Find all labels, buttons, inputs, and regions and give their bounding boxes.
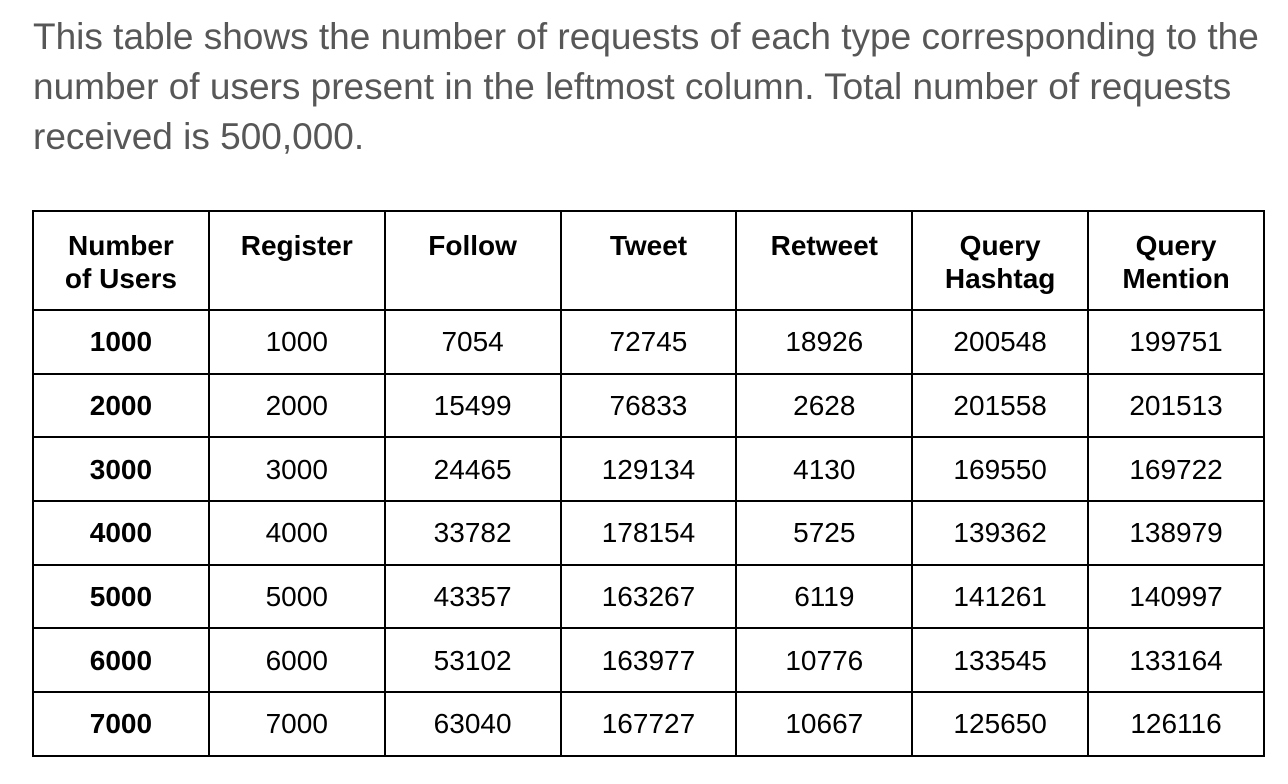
cell-query-hashtag: 139362 (911, 500, 1090, 566)
table-row: 6000 6000 53102 163977 10776 133545 1331… (32, 627, 1265, 694)
cell-query-hashtag: 169550 (911, 436, 1090, 503)
table-row: 4000 4000 33782 178154 5725 139362 13897… (32, 500, 1265, 566)
cell-follow: 53102 (383, 627, 562, 694)
table-row: 2000 2000 15499 76833 2628 201558 201513 (32, 372, 1265, 439)
col-header-register: Register (207, 210, 386, 311)
cell-query-hashtag: 125650 (911, 691, 1090, 757)
intro-paragraph: This table shows the number of requests … (33, 16, 1259, 157)
cell-register: 2000 (207, 372, 386, 439)
cell-tweet: 167727 (559, 691, 738, 757)
cell-follow: 15499 (383, 372, 562, 439)
cell-query-mention: 169722 (1087, 436, 1265, 503)
cell-follow: 24465 (383, 436, 562, 503)
header-line: Register (240, 230, 353, 261)
col-header-query-hashtag: Query Hashtag (911, 210, 1090, 311)
cell-tweet: 129134 (559, 436, 738, 503)
row-header-users: 5000 (32, 563, 210, 630)
cell-tweet: 72745 (559, 309, 738, 375)
cell-query-hashtag: 141261 (911, 563, 1090, 630)
header-line: Retweet (770, 230, 878, 261)
cell-retweet: 6119 (735, 563, 914, 630)
cell-register: 5000 (207, 563, 386, 630)
col-header-follow: Follow (383, 210, 562, 311)
header-line: of Users (64, 263, 177, 294)
cell-tweet: 163977 (559, 627, 738, 694)
col-header-number-of-users: Number of Users (32, 210, 210, 311)
cell-query-hashtag: 200548 (911, 309, 1090, 375)
cell-follow: 63040 (383, 691, 562, 757)
cell-retweet: 4130 (735, 436, 914, 503)
row-header-users: 3000 (32, 436, 210, 503)
cell-tweet: 76833 (559, 372, 738, 439)
row-header-users: 1000 (32, 309, 210, 375)
cell-query-mention: 126116 (1087, 691, 1265, 757)
cell-retweet: 10776 (735, 627, 914, 694)
row-header-users: 7000 (32, 691, 210, 757)
header-line: Number (68, 230, 174, 261)
cell-tweet: 163267 (559, 563, 738, 630)
cell-query-hashtag: 133545 (911, 627, 1090, 694)
cell-register: 1000 (207, 309, 386, 375)
table-header-row: Number of Users Register Follow Tweet Ret… (32, 210, 1265, 311)
row-header-users: 4000 (32, 500, 210, 566)
cell-tweet: 178154 (559, 500, 738, 566)
table-row: 3000 3000 24465 129134 4130 169550 16972… (32, 436, 1265, 503)
row-header-users: 2000 (32, 372, 210, 439)
cell-register: 4000 (207, 500, 386, 566)
cell-retweet: 2628 (735, 372, 914, 439)
col-header-query-mention: Query Mention (1087, 210, 1265, 311)
col-header-retweet: Retweet (735, 210, 914, 311)
header-line: Query (1135, 230, 1217, 261)
header-line: Tweet (609, 230, 688, 261)
row-header-users: 6000 (32, 627, 210, 694)
cell-query-mention: 138979 (1087, 500, 1265, 566)
cell-retweet: 5725 (735, 500, 914, 566)
header-line: Hashtag (944, 263, 1056, 294)
header-line: Query (959, 230, 1041, 261)
cell-query-mention: 201513 (1087, 372, 1265, 439)
cell-register: 7000 (207, 691, 386, 757)
cell-follow: 7054 (383, 309, 562, 375)
table-row: 7000 7000 63040 167727 10667 125650 1261… (32, 691, 1265, 757)
header-line: Mention (1122, 263, 1230, 294)
cell-retweet: 18926 (735, 309, 914, 375)
cell-register: 3000 (207, 436, 386, 503)
header-line: Follow (428, 230, 517, 261)
cell-query-mention: 199751 (1087, 309, 1265, 375)
cell-register: 6000 (207, 627, 386, 694)
cell-follow: 33782 (383, 500, 562, 566)
cell-query-mention: 140997 (1087, 563, 1265, 630)
table-row: 5000 5000 43357 163267 6119 141261 14099… (32, 563, 1265, 630)
cell-query-hashtag: 201558 (911, 372, 1090, 439)
col-header-tweet: Tweet (559, 210, 738, 311)
table-row: 1000 1000 7054 72745 18926 200548 199751 (32, 309, 1265, 375)
cell-query-mention: 133164 (1087, 627, 1265, 694)
cell-retweet: 10667 (735, 691, 914, 757)
requests-table: Number of Users Register Follow Tweet Ret… (32, 210, 1265, 757)
cell-follow: 43357 (383, 563, 562, 630)
